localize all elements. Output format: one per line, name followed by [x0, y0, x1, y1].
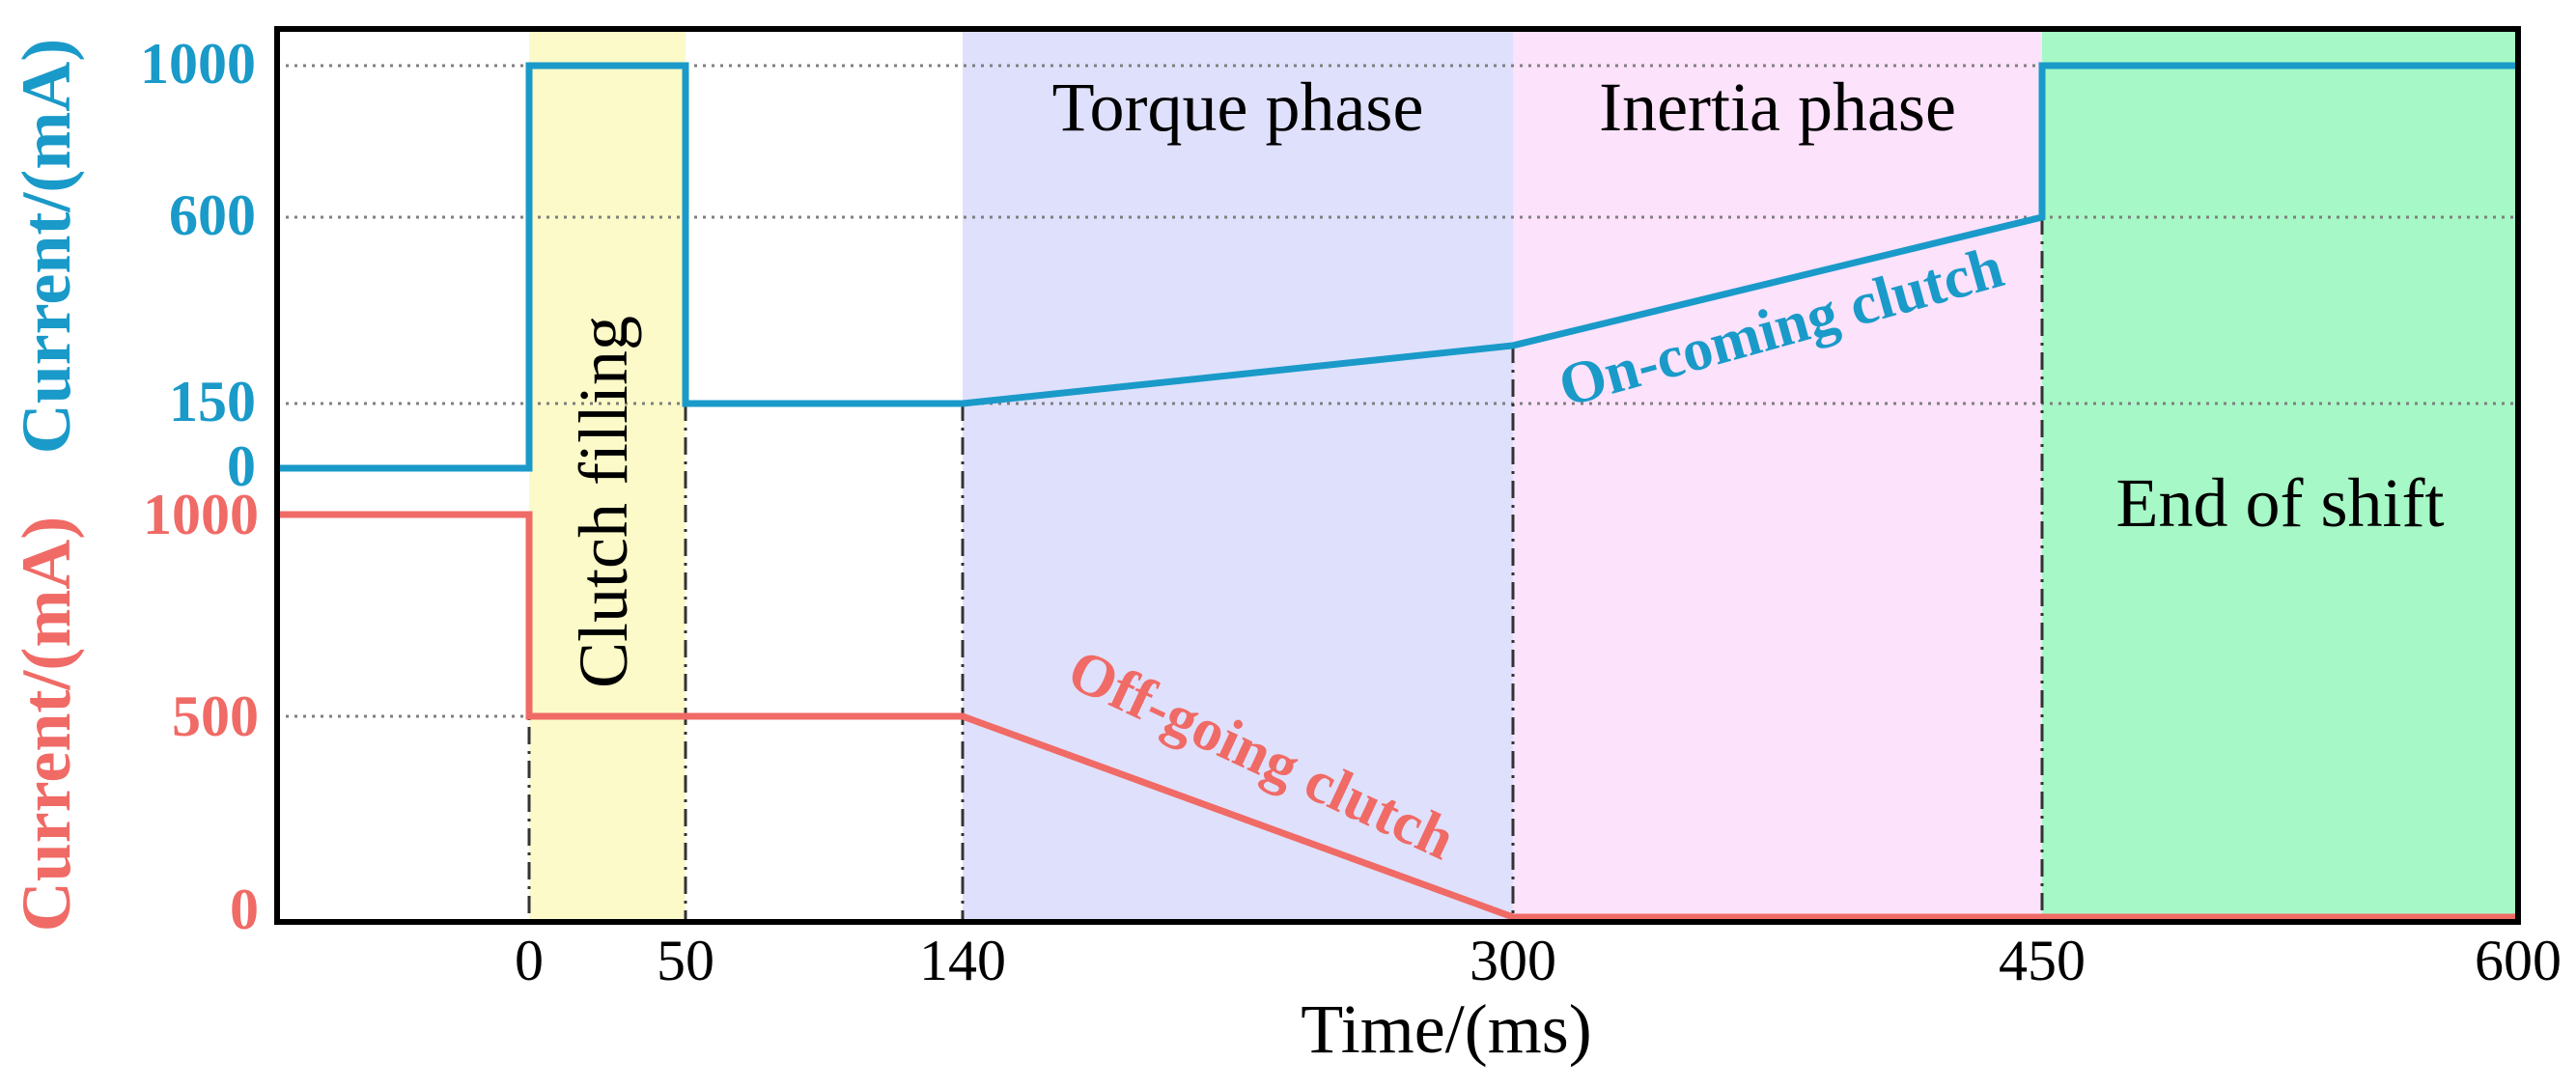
y-tick-oncoming-150: 150 — [169, 370, 256, 433]
x-tick-300: 300 — [1470, 929, 1556, 992]
gridlines — [277, 64, 2518, 718]
x-tick-140: 140 — [919, 929, 1006, 992]
x-tick-450: 450 — [1999, 929, 2086, 992]
series-line-offgoing-clutch — [278, 511, 2518, 921]
phase-label-end-of-shift: End of shift — [2116, 464, 2445, 542]
series-lines — [278, 62, 2518, 921]
phase-label-torque-phase: Torque phase — [1052, 69, 1424, 146]
phase-band-clutch-filling — [529, 29, 686, 922]
phase-band-inertia-phase — [1513, 29, 2042, 922]
x-tick-50: 50 — [657, 929, 714, 992]
phase-boundary-lines — [527, 217, 2044, 922]
y-tick-oncoming-1000: 1000 — [140, 32, 256, 96]
y-tick-oncoming-600: 600 — [169, 183, 256, 247]
phase-band-torque-phase — [963, 29, 1513, 922]
x-tick-600: 600 — [2475, 929, 2562, 992]
plot-frame — [274, 26, 2521, 925]
phase-band-end-of-shift — [2042, 29, 2518, 922]
series-line-oncoming-clutch — [278, 62, 2518, 472]
y-tick-oncoming-0: 0 — [227, 434, 256, 498]
y-tick-offgoing-1000: 1000 — [143, 483, 259, 546]
x-tick-0: 0 — [515, 929, 544, 992]
x-axis-label: Time/(ms) — [1301, 990, 1591, 1068]
y-tick-offgoing-0: 0 — [230, 878, 259, 941]
phase-bands — [529, 29, 2518, 922]
y-tick-offgoing-500: 500 — [172, 684, 259, 748]
y-axis-label-oncoming: Current/(mA) — [8, 39, 85, 455]
x-axis-ticks: 0 50 140 300 450 600 — [515, 929, 2562, 992]
phase-labels: Clutch filling Torque phase Inertia phase E… — [565, 69, 2444, 688]
phase-label-clutch-filling: Clutch filling — [565, 316, 642, 688]
phase-label-inertia-phase: Inertia phase — [1599, 69, 1956, 146]
y-axis-label-offgoing: Current/(mA) — [8, 516, 85, 933]
